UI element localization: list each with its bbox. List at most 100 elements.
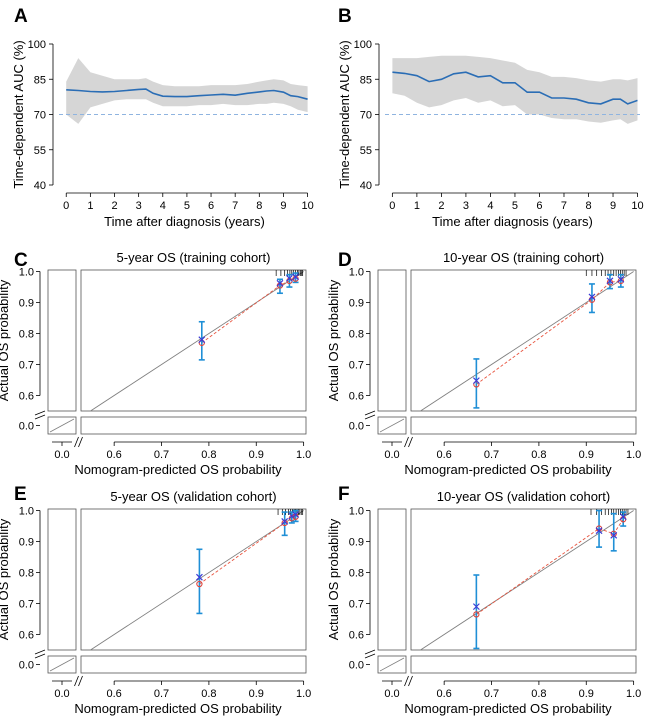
x-tick-label: 0.6 xyxy=(107,449,122,461)
y-tick-label: 1.0 xyxy=(349,267,364,279)
axis-break xyxy=(364,649,376,659)
y-tick-label: 55 xyxy=(34,145,46,157)
corner-ideal-line xyxy=(49,657,75,672)
x-tick-label: 2 xyxy=(111,200,117,212)
bottom-strip-frame xyxy=(80,416,307,435)
panel-letter-c: C xyxy=(14,250,28,271)
x-tick-label: 0.9 xyxy=(249,688,264,700)
y-axis-label: Actual OS probability xyxy=(326,279,341,401)
x-tick-label: 7 xyxy=(232,200,238,212)
cross-marker xyxy=(195,573,203,581)
x-tick-label: 0.0 xyxy=(384,449,399,461)
axis-break xyxy=(74,675,83,687)
plot-frame xyxy=(80,269,307,412)
auc-panel-a: 40 55 70 85 100 0 1 2 3 4 5 6 7 8 9 10 Time after diagno… xyxy=(11,39,314,229)
y-tick-label: 1.0 xyxy=(349,506,364,518)
panel-letter-b: B xyxy=(338,6,352,27)
y-tick-label: 55 xyxy=(360,145,372,157)
ideal-line xyxy=(420,271,634,412)
observed-point xyxy=(196,580,203,588)
x-tick-label: 1.0 xyxy=(626,449,641,461)
y-tick-label: 0.6 xyxy=(349,630,364,642)
cross-marker xyxy=(285,274,293,282)
observed-point xyxy=(473,611,480,618)
calibration-panel-e: 5-year OS (validation cohort) 0.6 0.7 0.8 0.… xyxy=(0,489,311,716)
y-tick-label: 70 xyxy=(34,110,46,122)
y-tick-label: 0.6 xyxy=(349,391,364,403)
x-tick-label: 0.0 xyxy=(54,449,69,461)
cross-marker xyxy=(617,275,625,283)
x-tick-label: 3 xyxy=(463,200,469,212)
y-tick-label: 0.9 xyxy=(19,298,34,310)
observed-point xyxy=(610,530,617,537)
x-tick-label: 8 xyxy=(585,200,591,212)
y-axis-label: Actual OS probability xyxy=(0,518,11,640)
bottom-strip-frame xyxy=(410,655,637,674)
x-tick-label: 1.0 xyxy=(296,688,311,700)
x-tick-label: 2 xyxy=(438,200,444,212)
axis-break xyxy=(364,410,376,420)
y-tick-label: 0.7 xyxy=(19,599,34,611)
x-tick-label: 10 xyxy=(301,200,313,212)
x-tick-label: 0.7 xyxy=(154,688,169,700)
observed-point xyxy=(617,277,624,284)
panel-title: 10-year OS (training cohort) xyxy=(443,250,604,265)
x-tick-label: 0.8 xyxy=(201,449,216,461)
observed-point xyxy=(281,519,288,527)
cross-marker xyxy=(472,603,480,611)
x-tick-label: 0.0 xyxy=(54,688,69,700)
y-tick-label: 0.9 xyxy=(349,537,364,549)
observed-point xyxy=(473,381,480,388)
calibration-curve xyxy=(199,516,296,585)
x-tick-label: 7 xyxy=(561,200,567,212)
y-tick-label: 0.8 xyxy=(19,329,34,341)
y-axis-label: Time-dependent AUC (%) xyxy=(11,40,26,188)
y-tick-label: 100 xyxy=(28,39,46,51)
panel-letter-f: F xyxy=(338,484,350,505)
x-tick-label: 0 xyxy=(63,200,69,212)
x-tick-label: 4 xyxy=(487,200,493,212)
x-tick-label: 0.8 xyxy=(531,449,546,461)
y-tick-label: 0.6 xyxy=(19,630,34,642)
auc-line xyxy=(66,88,308,100)
x-tick-label: 0 xyxy=(389,200,395,212)
panel-letter-e: E xyxy=(14,484,27,505)
corner-ideal-line xyxy=(379,657,405,672)
y-tick-label: 0.9 xyxy=(19,537,34,549)
axis-break xyxy=(34,410,46,420)
cross-marker xyxy=(292,273,300,281)
x-axis-label: Time after diagnosis (years) xyxy=(432,214,593,229)
calibration-panel-d: 10-year OS (training cohort) 0.6 0.7 0.8 0.9… xyxy=(326,250,641,477)
x-tick-label: 0.8 xyxy=(201,688,216,700)
ideal-line xyxy=(90,271,304,412)
x-tick-label: 0.8 xyxy=(531,688,546,700)
cross-marker xyxy=(588,293,596,301)
y-tick-label: 0.7 xyxy=(349,599,364,611)
calibration-curve xyxy=(476,280,621,385)
x-tick-label: 4 xyxy=(160,200,166,212)
x-tick-label: 0.7 xyxy=(484,449,499,461)
y-axis-label: Actual OS probability xyxy=(326,518,341,640)
x-axis-label: Nomogram-predicted OS probability xyxy=(74,462,282,477)
y-tick-label: 0.8 xyxy=(349,568,364,580)
confidence-band xyxy=(66,58,308,124)
y-tick-label: 0.0 xyxy=(19,660,34,672)
calibration-panel-f: 10-year OS (validation cohort) 0.6 0.7 0.8 0… xyxy=(326,489,641,716)
corner-frame xyxy=(47,655,77,674)
x-tick-label: 5 xyxy=(184,200,190,212)
left-strip-frame xyxy=(377,508,407,651)
x-tick-label: 5 xyxy=(512,200,518,212)
x-tick-label: 1.0 xyxy=(626,688,641,700)
y-tick-label: 85 xyxy=(34,74,46,86)
x-tick-label: 6 xyxy=(208,200,214,212)
x-tick-label: 0.9 xyxy=(579,688,594,700)
confidence-band xyxy=(392,55,638,124)
y-axis-label: Actual OS probability xyxy=(0,279,11,401)
left-strip-frame xyxy=(47,269,77,412)
y-tick-label: 40 xyxy=(34,180,46,192)
calibration-panel-c: 5-year OS (training cohort) 0.6 0.7 0.8 0.9 1… xyxy=(0,250,311,477)
observed-point xyxy=(606,279,614,286)
plot-frame xyxy=(410,508,637,651)
x-tick-label: 0.6 xyxy=(107,688,122,700)
